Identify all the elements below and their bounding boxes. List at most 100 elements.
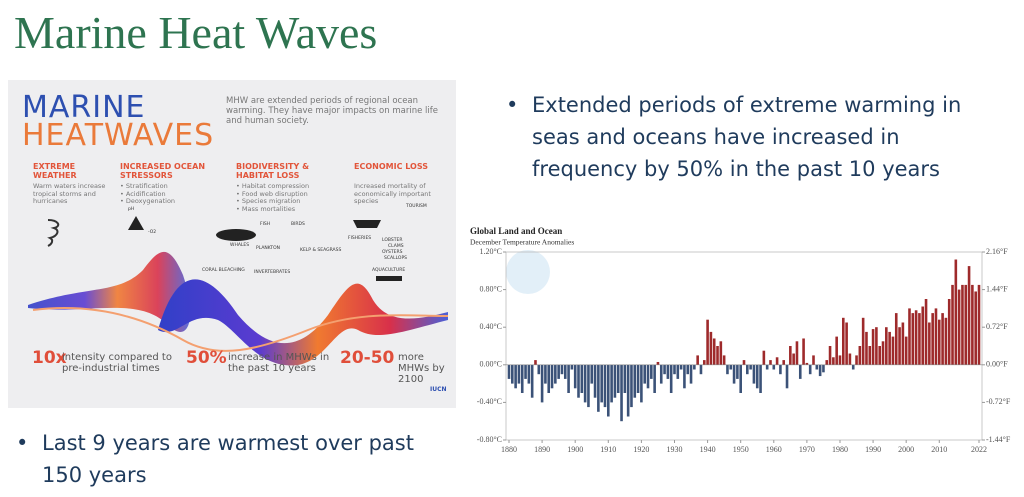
bar bbox=[967, 266, 971, 365]
bar bbox=[623, 364, 627, 393]
bar bbox=[517, 364, 521, 384]
bar bbox=[739, 364, 742, 393]
bar bbox=[815, 364, 819, 370]
bar bbox=[560, 364, 564, 375]
bar bbox=[550, 364, 554, 389]
x-tick-label: 2010 bbox=[931, 445, 947, 454]
bar bbox=[749, 364, 752, 370]
bar bbox=[918, 313, 921, 365]
bar bbox=[530, 364, 534, 398]
x-tick-label: 2000 bbox=[898, 445, 914, 454]
column-item: Increased mortality of economically impo… bbox=[354, 182, 431, 205]
bar bbox=[547, 364, 551, 393]
bar bbox=[805, 362, 809, 365]
bar bbox=[789, 346, 792, 365]
bar bbox=[646, 364, 650, 389]
bar bbox=[921, 306, 925, 365]
stat-text: intensity compared to pre-industrial tim… bbox=[62, 352, 172, 374]
bar bbox=[630, 364, 633, 408]
bar bbox=[944, 317, 948, 365]
bar bbox=[977, 284, 981, 365]
bar bbox=[861, 317, 865, 365]
bar bbox=[934, 308, 938, 365]
bar bbox=[772, 364, 776, 370]
bar bbox=[941, 313, 944, 365]
bar bbox=[848, 353, 852, 365]
y-tick-label: 1.20°C bbox=[479, 247, 502, 256]
bar bbox=[527, 364, 531, 384]
bar bbox=[825, 360, 829, 365]
bar bbox=[726, 364, 729, 375]
stat-figure: 50% bbox=[186, 348, 227, 368]
y-tick-label: 0.80°C bbox=[479, 284, 502, 293]
bar bbox=[633, 364, 637, 398]
wave bbox=[28, 216, 449, 366]
bar bbox=[590, 364, 594, 384]
bar bbox=[812, 355, 815, 365]
bar bbox=[616, 364, 620, 393]
bar bbox=[911, 313, 915, 365]
logo: IUCN bbox=[430, 386, 447, 393]
bar bbox=[524, 364, 527, 379]
x-tick-label: 2022 bbox=[971, 445, 987, 454]
bar bbox=[779, 364, 782, 375]
bar bbox=[931, 313, 934, 365]
y-tick-label: -0.40°C bbox=[477, 397, 502, 406]
bar bbox=[663, 364, 666, 375]
column-item: • Food web disruption bbox=[236, 189, 308, 198]
y2-tick-label: 0.00°F bbox=[986, 360, 1008, 369]
chart-subtitle: December Temperature Anomalies bbox=[470, 238, 574, 247]
bar bbox=[888, 331, 891, 365]
bar bbox=[563, 364, 567, 379]
icon-label: -O2 bbox=[148, 230, 157, 235]
stat-text: increase in MHWs in the past 10 years bbox=[228, 352, 330, 374]
column-item: • Stratification bbox=[120, 182, 168, 190]
bar bbox=[600, 364, 603, 403]
y-tick-label: 0.40°C bbox=[479, 322, 502, 331]
bar bbox=[706, 319, 709, 365]
bar bbox=[901, 322, 905, 365]
x-tick-label: 1900 bbox=[567, 445, 583, 454]
bar bbox=[875, 327, 878, 365]
x-tick-label: 1980 bbox=[832, 445, 848, 454]
bar bbox=[540, 364, 544, 403]
bar bbox=[554, 364, 557, 384]
bar bbox=[898, 327, 901, 365]
bar bbox=[537, 364, 541, 375]
column-item: • Mass mortalities bbox=[236, 204, 296, 213]
bar bbox=[689, 364, 693, 384]
bar bbox=[597, 364, 600, 412]
bar bbox=[904, 336, 908, 365]
y2-tick-label: 2.16°F bbox=[986, 247, 1008, 256]
icon-label: AQUACULTURE bbox=[372, 268, 406, 273]
bar bbox=[765, 364, 769, 370]
bar bbox=[802, 338, 805, 365]
icon-label: WHALES bbox=[230, 243, 250, 248]
bullet: Extended periods of extreme warming in s… bbox=[532, 93, 962, 181]
icon-label: LOBSTER bbox=[382, 238, 403, 243]
bar bbox=[775, 357, 779, 365]
icon-label: KELP & SEAGRASS bbox=[300, 248, 342, 253]
x-tick-label: 1890 bbox=[534, 445, 550, 454]
bar bbox=[878, 346, 882, 365]
bar bbox=[881, 341, 885, 365]
column-heading: EXTREME WEATHER bbox=[33, 162, 77, 180]
bar bbox=[650, 364, 653, 379]
bar bbox=[742, 360, 746, 365]
bar bbox=[769, 360, 772, 365]
info-title: HEATWAVES bbox=[22, 118, 215, 153]
bar bbox=[683, 364, 686, 389]
bar bbox=[957, 289, 961, 365]
bar bbox=[653, 364, 656, 393]
icon-label: FISH bbox=[260, 222, 271, 227]
info-title: MARINE bbox=[22, 90, 146, 125]
bar bbox=[570, 364, 574, 370]
bar bbox=[603, 364, 607, 408]
bar bbox=[971, 284, 974, 365]
infographic: MARINE HEATWAVES MHW are extended period… bbox=[8, 80, 456, 408]
chart: Global Land and Ocean December Temperatu… bbox=[470, 226, 1011, 454]
x-tick-label: 1960 bbox=[766, 445, 782, 454]
column-item: Warm waters increase tropical storms and… bbox=[33, 182, 106, 205]
y2-tick-label: 0.72°F bbox=[986, 322, 1008, 331]
bar bbox=[544, 364, 547, 384]
